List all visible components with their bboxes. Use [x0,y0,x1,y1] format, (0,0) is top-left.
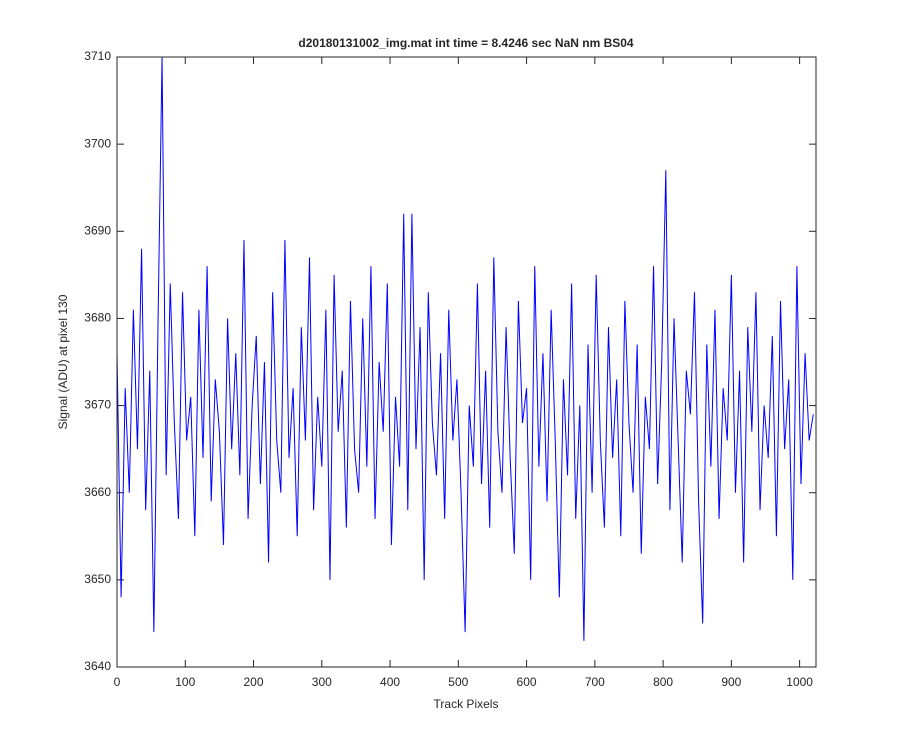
x-tick-label: 700 [585,675,605,689]
x-tick-label: 0 [114,675,121,689]
x-tick-label: 100 [175,675,195,689]
x-tick-label: 300 [312,675,332,689]
x-tick-label: 600 [517,675,537,689]
x-tick-label: 500 [448,675,468,689]
y-tick-label: 3670 [84,398,111,412]
x-tick-label: 800 [653,675,673,689]
x-tick-label: 1000 [786,675,813,689]
y-tick-label: 3710 [84,49,111,63]
y-tick-label: 3660 [84,485,111,499]
x-axis-label: Track Pixels [434,697,499,711]
x-tick-label: 400 [380,675,400,689]
x-tick-label: 900 [721,675,741,689]
y-tick-label: 3680 [84,311,111,325]
y-tick-label: 3700 [84,136,111,150]
y-axis-label: Signal (ADU) at pixel 130 [56,294,70,429]
x-tick-label: 200 [244,675,264,689]
y-tick-label: 3690 [84,223,111,237]
data-line [116,56,814,641]
chart-title: d20180131002_img.mat int time = 8.4246 s… [298,36,634,50]
plot-frame [116,56,817,668]
y-tick-label: 3640 [84,659,111,673]
y-tick-label: 3650 [84,572,111,586]
